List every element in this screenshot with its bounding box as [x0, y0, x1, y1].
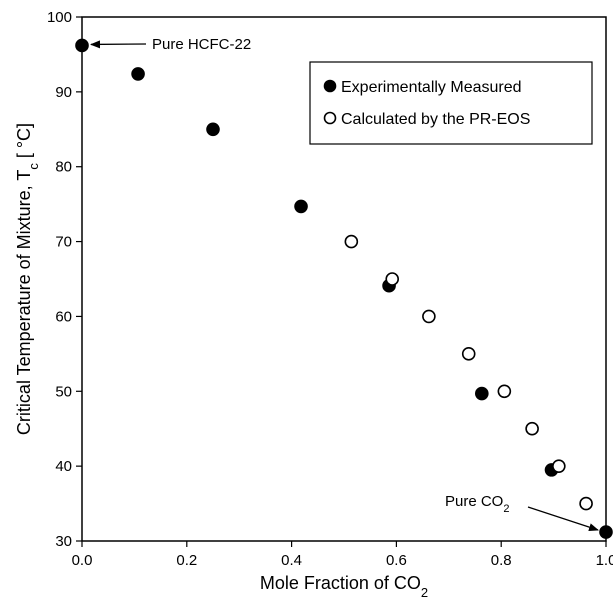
x-tick-label: 0.4 [281, 552, 302, 569]
calculated-point [498, 385, 510, 397]
x-tick-label: 0.2 [176, 552, 197, 569]
measured-point [600, 526, 612, 538]
legend-label-calculated: Calculated by the PR-EOS [341, 111, 530, 128]
measured-point [76, 39, 88, 51]
x-tick-label: 1.0 [596, 552, 613, 569]
annotation-subscript: 2 [503, 503, 509, 515]
calculated-point [386, 273, 398, 285]
y-axis-title: Critical Temperature of Mixture, Tc [ °C… [14, 123, 41, 435]
calculated-point [580, 498, 592, 510]
y-axis-title-unit: [ °C] [14, 123, 34, 163]
annotation-arrow-co2 [528, 507, 598, 530]
y-tick-label: 100 [47, 9, 72, 26]
calculated-point [345, 236, 357, 248]
x-tick-label: 0.8 [491, 552, 512, 569]
calculated-point [463, 348, 475, 360]
annotation-pure-co2: Pure CO2 [445, 493, 509, 515]
y-tick-label: 50 [55, 383, 72, 400]
legend-box [310, 62, 592, 144]
calculated-point [423, 310, 435, 322]
calculated-point [526, 423, 538, 435]
measured-point [295, 200, 307, 212]
legend: Experimentally Measured Calculated by the… [310, 62, 592, 144]
x-tick-label: 0.0 [72, 552, 93, 569]
measured-point [132, 68, 144, 80]
y-tick-label: 80 [55, 159, 72, 176]
measured-point [207, 123, 219, 135]
y-tick-label: 30 [55, 533, 72, 550]
y-tick-label: 90 [55, 84, 72, 101]
x-tick-label: 0.6 [386, 552, 407, 569]
calculated-point [553, 460, 565, 472]
x-axis-title-subscript: 2 [421, 585, 428, 600]
legend-label-measured: Experimentally Measured [341, 79, 522, 96]
y-tick-label: 70 [55, 234, 72, 251]
y-tick-label: 40 [55, 458, 72, 475]
legend-marker-measured [325, 81, 336, 92]
measured-point [476, 388, 488, 400]
x-axis-title: Mole Fraction of CO2 [260, 573, 428, 599]
annotation-pure-hcfc22: Pure HCFC-22 [152, 36, 251, 53]
legend-marker-calculated [325, 113, 336, 124]
y-tick-label: 60 [55, 308, 72, 325]
